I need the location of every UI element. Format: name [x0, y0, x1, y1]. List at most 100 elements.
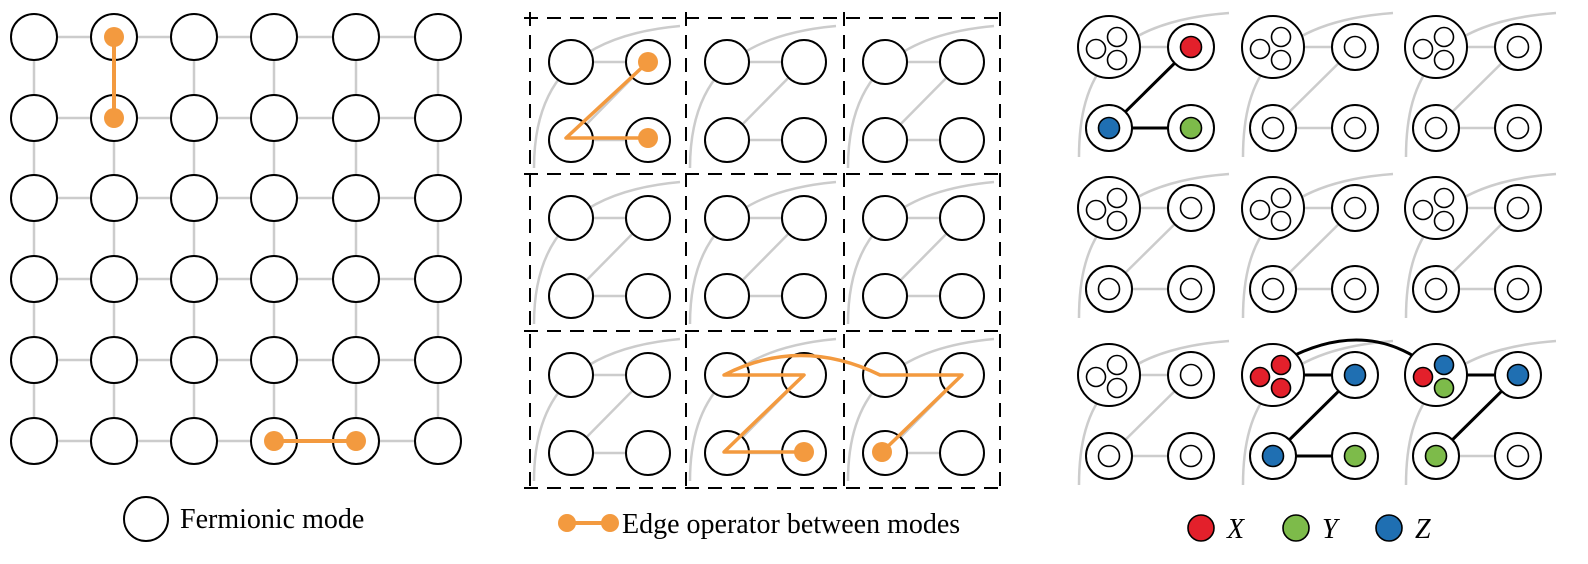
edge-operator-endpoint: [104, 108, 124, 128]
qubit-dot: [1343, 116, 1367, 140]
fermionic-mode-node: [548, 352, 594, 398]
qubit-dot: [1343, 444, 1367, 468]
fermionic-mode-node: [625, 352, 671, 398]
qubit-dot: [1433, 354, 1455, 376]
qubit-dot: [1506, 196, 1530, 220]
qubit-dot: [1179, 444, 1203, 468]
fermionic-mode-node: [781, 117, 827, 163]
fermionic-mode-node: [10, 417, 58, 465]
fermionic-mode-node: [862, 39, 908, 85]
edge-operator-path: [722, 353, 964, 454]
fermionic-mode-node: [414, 417, 462, 465]
qubit-dot: [1270, 26, 1292, 48]
fermionic-mode-node: [170, 255, 218, 303]
fermionic-mode-node: [548, 39, 594, 85]
legend-z-dot: [1375, 514, 1403, 542]
qubit-dot: [1085, 38, 1107, 60]
fermionic-mode-node: [414, 174, 462, 222]
fermionic-mode-node: [170, 13, 218, 61]
qubit-dot: [1097, 116, 1121, 140]
qubit-dot: [1506, 277, 1530, 301]
qubit-dot: [1179, 116, 1203, 140]
legend-edge-operator-label: Edge operator between modes: [622, 509, 960, 540]
fermionic-mode-node: [10, 94, 58, 142]
fermionic-mode-node: [862, 117, 908, 163]
legend-y-dot: [1282, 514, 1310, 542]
fermionic-mode-node: [332, 174, 380, 222]
edge-operator-endpoint: [104, 27, 124, 47]
qubit-dot: [1424, 444, 1448, 468]
fermionic-mode-node: [170, 336, 218, 384]
qubit-dot: [1179, 35, 1203, 59]
legend-fermionic-mode: Fermionic mode: [123, 496, 364, 542]
fermionic-mode-node: [10, 336, 58, 384]
fermionic-mode-node: [90, 336, 138, 384]
qubit-dot: [1249, 366, 1271, 388]
qubit-dot: [1343, 196, 1367, 220]
qubit-dot: [1506, 35, 1530, 59]
fermionic-mode-node: [548, 117, 594, 163]
edge-operator-path: [564, 60, 650, 140]
qubit-dot: [1249, 199, 1271, 221]
qubit-dot: [1270, 354, 1292, 376]
fermionic-mode-node: [250, 13, 298, 61]
fermionic-mode-node: [414, 94, 462, 142]
qubit-dot: [1424, 116, 1448, 140]
fermionic-mode-node: [625, 195, 671, 241]
fermionic-mode-node: [862, 273, 908, 319]
fermionic-mode-node: [939, 117, 985, 163]
qubit-dot: [1249, 38, 1271, 60]
qubit-dot: [1106, 49, 1128, 71]
edge-operator-endpoint: [794, 442, 814, 462]
qubit-dot: [1106, 187, 1128, 209]
fermionic-mode-node: [170, 174, 218, 222]
fermionic-mode-node: [332, 94, 380, 142]
fermionic-mode-node: [90, 255, 138, 303]
fermionic-mode-node: [548, 430, 594, 476]
qubit-dot: [1506, 363, 1530, 387]
qubit-dot: [1412, 199, 1434, 221]
qubit-dot: [1179, 363, 1203, 387]
fermionic-mode-node: [170, 417, 218, 465]
panel-edge-operators: [524, 12, 1004, 494]
qubit-dot: [1106, 210, 1128, 232]
qubit-dot: [1412, 366, 1434, 388]
qubit-dot: [1343, 277, 1367, 301]
fermionic-mode-node: [332, 13, 380, 61]
fermionic-mode-node: [250, 94, 298, 142]
qubit-dot: [1261, 277, 1285, 301]
panel-qubit-encoding: [1077, 11, 1557, 486]
qubit-dot: [1270, 377, 1292, 399]
qubit-dot: [1343, 363, 1367, 387]
legend-edge-operator: Edge operator between modes: [558, 509, 960, 540]
fermionic-mode-node: [781, 39, 827, 85]
qubit-dot: [1261, 444, 1285, 468]
fermionic-mode-node: [781, 273, 827, 319]
fermionic-mode-node: [414, 336, 462, 384]
legend-pauli-colors: X Y Z: [1187, 514, 1431, 545]
fermionic-mode-node: [939, 195, 985, 241]
legend-edge-operator-icon-end: [601, 514, 619, 532]
fermionic-mode-node: [90, 174, 138, 222]
legend-x-label: X: [1226, 514, 1245, 545]
legend-x-dot: [1187, 514, 1215, 542]
qubit-dot: [1106, 377, 1128, 399]
fermionic-mode-node: [250, 174, 298, 222]
fermionic-mode-node: [704, 39, 750, 85]
legend-z-label: Z: [1415, 514, 1431, 545]
qubit-dot: [1106, 354, 1128, 376]
qubit-dot: [1270, 49, 1292, 71]
qubit-dot: [1097, 444, 1121, 468]
fermionic-mode-node: [862, 195, 908, 241]
fermionic-mode-node: [332, 255, 380, 303]
qubit-operator-line: [1284, 338, 1421, 362]
edge-operator-endpoint: [638, 52, 658, 72]
legend-edge-operator-icon-start: [558, 514, 576, 532]
fermionic-mode-node: [548, 195, 594, 241]
qubit-dot: [1433, 187, 1455, 209]
fermionic-mode-node: [625, 430, 671, 476]
qubit-dot: [1424, 277, 1448, 301]
qubit-dot: [1270, 210, 1292, 232]
fermionic-mode-node: [90, 417, 138, 465]
